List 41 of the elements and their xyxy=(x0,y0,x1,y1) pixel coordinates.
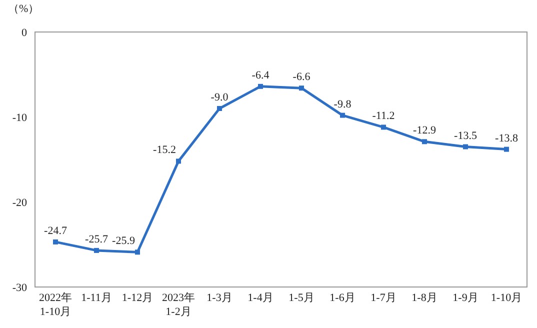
text: -25.7 xyxy=(85,233,108,246)
x-tick-label: 2023年 1-2月 xyxy=(162,292,195,318)
text: -11.2 xyxy=(372,110,395,122)
x-tick-label: 1-12月 xyxy=(122,292,154,304)
text: -6.6 xyxy=(292,71,310,84)
x-tick-label: 1-3月 xyxy=(206,292,232,304)
point xyxy=(217,106,222,111)
point xyxy=(176,158,181,164)
x-tick-label: 2022年 1-10月 xyxy=(39,292,72,318)
x-tick-label: 1-8月 xyxy=(412,292,438,304)
text: -9.0 xyxy=(210,92,228,104)
point xyxy=(463,144,468,150)
point xyxy=(53,239,58,244)
point xyxy=(299,86,304,91)
text: -24.7 xyxy=(44,224,67,237)
point xyxy=(504,146,509,152)
point xyxy=(340,112,345,118)
x-tick-label: 1-10月 xyxy=(490,292,522,304)
text: -12.9 xyxy=(413,124,436,137)
x-tick-label: 1-5月 xyxy=(288,292,314,304)
point xyxy=(135,250,140,255)
y-axis-title: （%） xyxy=(8,3,40,15)
text: -9.8 xyxy=(334,98,352,110)
y-tick-label: -30 xyxy=(12,282,28,294)
y-tick-label: -10 xyxy=(12,112,28,124)
x-tick-label: 1-9月 xyxy=(452,292,478,304)
y-tick-label: -20 xyxy=(12,196,28,209)
x-tick-label: 1-11月 xyxy=(81,292,112,304)
point xyxy=(258,84,263,89)
y-tick-label: 0 xyxy=(22,26,28,39)
x-tick-label: 1-7月 xyxy=(370,292,396,304)
x-tick-label: 1-6月 xyxy=(330,292,356,304)
text: -6.4 xyxy=(252,69,270,82)
x-tick-label: 1-4月 xyxy=(248,292,274,304)
text: -25.9 xyxy=(112,235,135,248)
text: -13.8 xyxy=(495,132,518,144)
text: -13.5 xyxy=(454,130,477,142)
point xyxy=(381,124,386,130)
point xyxy=(94,248,99,253)
point xyxy=(422,139,427,144)
text: -15.2 xyxy=(153,144,176,156)
